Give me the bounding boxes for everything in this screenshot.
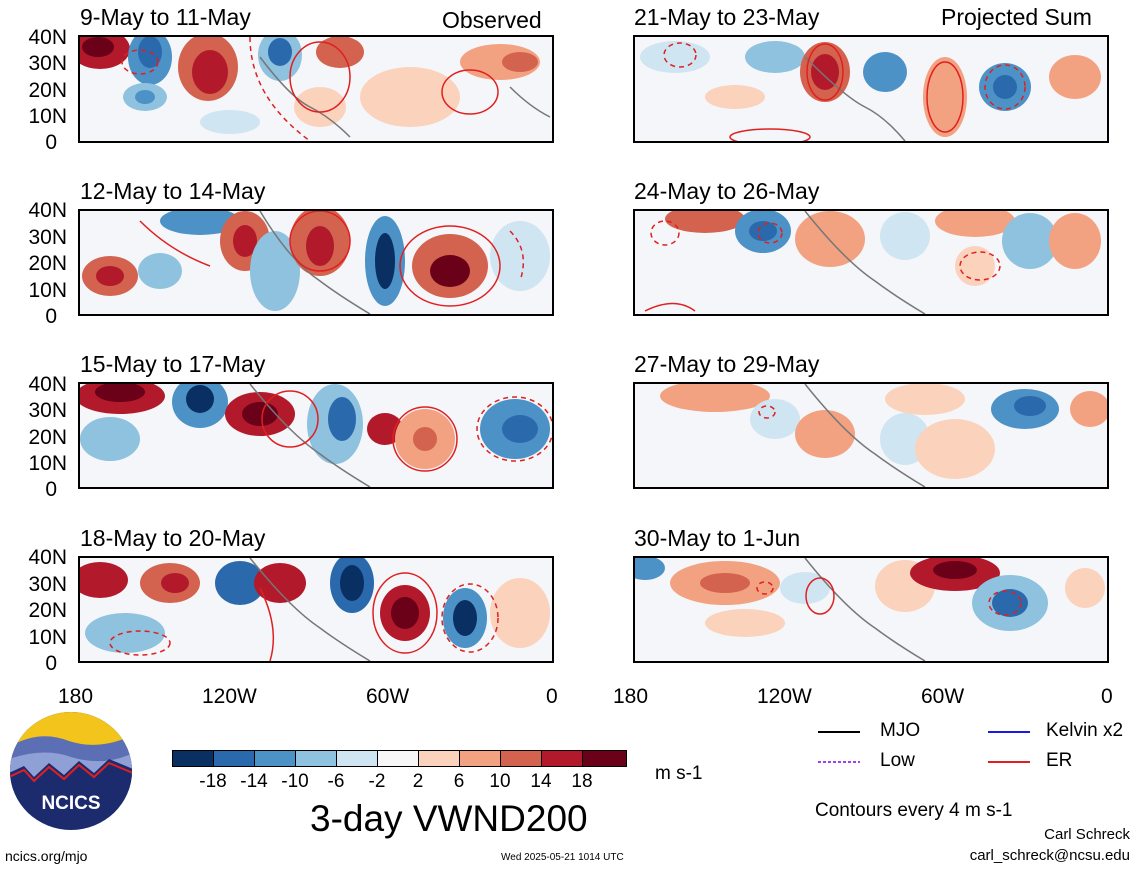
plot-title: 3-day VWND200	[310, 798, 588, 839]
footer-email: carl_schreck@ncsu.edu	[969, 847, 1130, 864]
map-panel	[78, 556, 554, 663]
lon-label: 0	[1101, 685, 1113, 708]
colorbar-swatch	[418, 750, 461, 767]
lon-label: 180	[613, 685, 649, 708]
lat-label: 30N	[28, 226, 67, 249]
lat-label: 20N	[28, 426, 67, 449]
map-panel	[78, 35, 554, 143]
colorbar-label: 2	[412, 771, 424, 792]
lon-label: 60W	[921, 685, 965, 708]
ncics-logo: NCICS	[9, 711, 133, 831]
map-panel	[633, 556, 1109, 663]
panel-title: 15-May to 17-May	[80, 351, 266, 377]
colorbar-units: m s-1	[655, 763, 703, 784]
map-panel	[78, 209, 554, 316]
colorbar-swatch	[295, 750, 338, 767]
panel-title: 27-May to 29-May	[634, 351, 820, 377]
colorbar-swatch	[213, 750, 256, 767]
panel-title: 9-May to 11-May	[80, 4, 251, 30]
map-panel	[633, 35, 1109, 143]
lat-label: 0	[45, 305, 57, 328]
footer-author: Carl Schreck	[1044, 826, 1130, 843]
colorbar-label: -6	[327, 771, 345, 792]
lat-label: 0	[45, 478, 57, 501]
lat-label: 20N	[28, 79, 67, 102]
lat-label: 20N	[28, 252, 67, 275]
lon-label: 0	[546, 685, 558, 708]
lat-label: 40N	[28, 199, 67, 222]
colorbar-swatch	[459, 750, 502, 767]
colorbar-swatch	[172, 750, 215, 767]
legend-swatch-mjo	[818, 731, 860, 733]
colorbar	[172, 750, 628, 770]
colorbar-label: 14	[530, 771, 552, 792]
lat-label: 0	[45, 652, 57, 675]
colorbar-swatch	[582, 750, 627, 767]
panel-title: 30-May to 1-Jun	[634, 525, 801, 551]
map-panel	[633, 209, 1109, 316]
legend-swatch-er	[988, 761, 1030, 763]
legend-label-mjo: MJO	[880, 720, 921, 741]
lon-label: 120W	[757, 685, 812, 708]
colorbar-label: 6	[453, 771, 465, 792]
projected-header: Projected Sum	[941, 4, 1092, 30]
contour-note: Contours every 4 m s-1	[815, 800, 1013, 821]
colorbar-swatch	[377, 750, 420, 767]
map-panel	[78, 382, 554, 489]
observed-header: Observed	[442, 7, 542, 33]
lat-label: 10N	[28, 279, 67, 302]
lat-label: 40N	[28, 546, 67, 569]
lon-label: 120W	[202, 685, 257, 708]
legend-label-kelvin: Kelvin x2	[1046, 720, 1124, 741]
lat-label: 10N	[28, 626, 67, 649]
footer-timestamp: Wed 2025-05-21 1014 UTC	[501, 852, 624, 863]
colorbar-swatch	[254, 750, 297, 767]
lat-label: 30N	[28, 399, 67, 422]
map-panel	[633, 382, 1109, 489]
colorbar-swatch	[336, 750, 379, 767]
colorbar-label: 18	[571, 771, 593, 792]
lon-label: 180	[58, 685, 94, 708]
lat-label: 40N	[28, 26, 67, 49]
footer-url: ncics.org/mjo	[5, 848, 88, 864]
colorbar-swatch	[541, 750, 584, 767]
lat-label: 10N	[28, 105, 67, 128]
logo-text: NCICS	[41, 793, 100, 814]
lat-label: 30N	[28, 52, 67, 75]
colorbar-label: -10	[281, 771, 309, 792]
colorbar-label: -14	[240, 771, 268, 792]
colorbar-label: -18	[199, 771, 227, 792]
lat-label: 40N	[28, 373, 67, 396]
colorbar-label: -2	[368, 771, 386, 792]
lat-label: 30N	[28, 573, 67, 596]
colorbar-label: 10	[489, 771, 511, 792]
legend-label-low: Low	[880, 750, 915, 771]
panel-title: 24-May to 26-May	[634, 178, 820, 204]
colorbar-swatch	[500, 750, 543, 767]
lat-label: 0	[45, 131, 57, 154]
legend-label-er: ER	[1046, 750, 1073, 771]
panel-title: 21-May to 23-May	[634, 4, 820, 30]
lon-label: 60W	[366, 685, 410, 708]
panel-title: 18-May to 20-May	[80, 525, 266, 551]
legend-swatch-low	[818, 761, 860, 763]
panel-title: 12-May to 14-May	[80, 178, 266, 204]
lat-label: 10N	[28, 452, 67, 475]
lat-label: 20N	[28, 599, 67, 622]
legend-swatch-kelvin	[988, 731, 1030, 733]
